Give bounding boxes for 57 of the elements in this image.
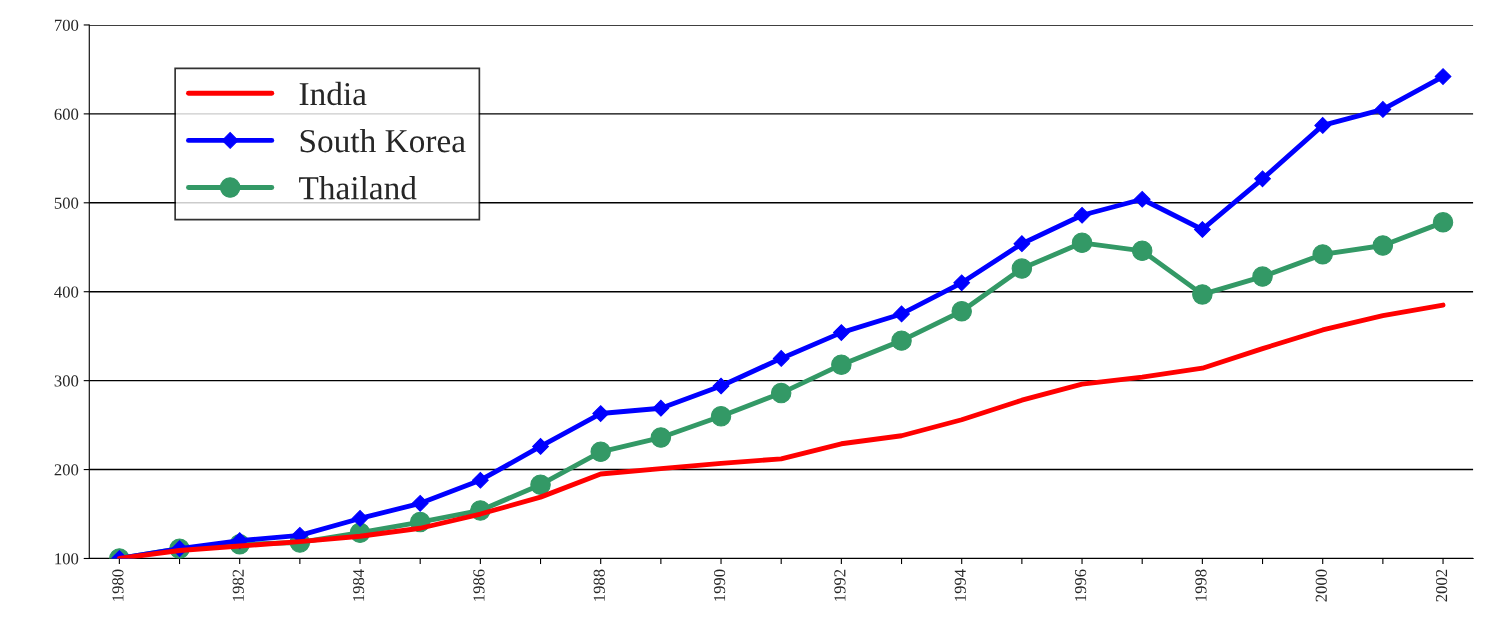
point — [1071, 232, 1093, 254]
point — [530, 474, 551, 495]
point — [953, 274, 971, 292]
point — [532, 438, 549, 455]
point — [1011, 258, 1033, 279]
point — [652, 399, 670, 417]
point — [471, 471, 489, 489]
x-tick-label: 2002 — [1435, 569, 1448, 602]
legend-label: India — [299, 81, 367, 106]
point — [592, 405, 610, 422]
point — [1434, 68, 1452, 85]
point — [1252, 266, 1273, 287]
point — [1073, 206, 1091, 224]
point — [650, 427, 672, 448]
point — [770, 382, 792, 404]
point — [710, 405, 732, 427]
legend-label: Thailand — [299, 176, 417, 200]
point — [832, 324, 850, 341]
x-tick-label: 1982 — [232, 569, 244, 601]
point — [1133, 190, 1151, 208]
point — [891, 330, 912, 351]
x-tick-label: 1992 — [834, 569, 846, 601]
x-tick-label: 1994 — [954, 569, 966, 601]
y-tick-label: 300 — [54, 375, 79, 387]
x-tick-label: 1998 — [1195, 569, 1207, 601]
x-tick-label: 1988 — [593, 569, 605, 601]
y-tick-label: 700 — [54, 19, 79, 31]
y-tick-label: 400 — [54, 286, 79, 298]
y-tick-label: 600 — [54, 108, 79, 120]
point — [1372, 235, 1394, 256]
point — [1013, 235, 1031, 253]
x-tick-label: 1984 — [352, 569, 365, 601]
point — [1374, 101, 1392, 118]
point — [772, 350, 790, 367]
x-tick-label: 1990 — [713, 569, 726, 601]
point — [1131, 240, 1153, 262]
point — [1314, 117, 1332, 134]
point — [411, 494, 429, 512]
y-tick-label: 200 — [54, 464, 79, 476]
point — [1193, 221, 1211, 238]
point — [1312, 244, 1333, 265]
x-tick-label: 1980 — [112, 569, 124, 601]
point — [893, 305, 910, 323]
point — [1192, 284, 1213, 305]
point — [951, 301, 972, 322]
point — [590, 441, 611, 463]
legend-label: South Korea — [300, 128, 466, 153]
y-tick-label: 500 — [54, 197, 79, 209]
point — [831, 354, 852, 375]
y-tick-label: 100 — [55, 553, 79, 565]
x-tick-label: 1996 — [1075, 569, 1087, 601]
point — [712, 377, 730, 395]
point — [351, 510, 369, 527]
x-tick-label: 1986 — [473, 569, 485, 601]
point — [1254, 170, 1271, 188]
x-tick-label: 2000 — [1315, 569, 1327, 602]
point — [1432, 212, 1454, 233]
